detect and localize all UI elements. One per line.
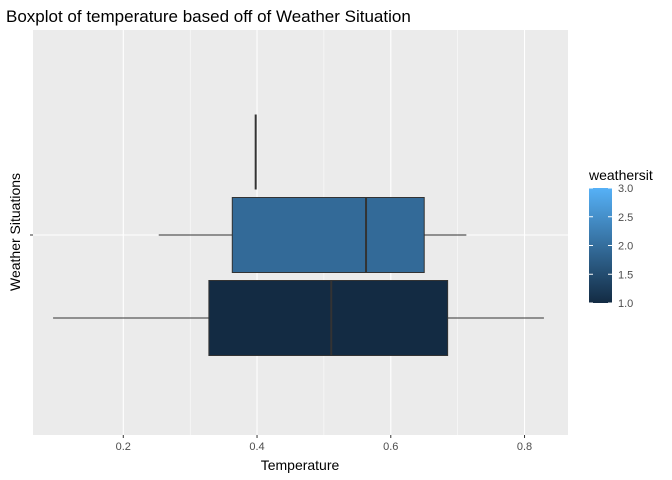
legend: weathersit 1.0 1.5 2.0 2.5 3.0: [588, 167, 653, 310]
legend-tick-label: 2.0: [618, 241, 633, 253]
y-axis-title: Weather Situations: [7, 173, 23, 291]
x-tick-label: 0.6: [383, 441, 398, 453]
x-tick-label: 0.2: [116, 441, 131, 453]
box-group-weathersit-2: [158, 197, 467, 273]
chart-title: Boxplot of temperature based off of Weat…: [6, 7, 411, 26]
boxes: [53, 114, 544, 356]
x-tick-label: 0.8: [517, 441, 532, 453]
x-tick-label: 0.4: [249, 441, 264, 453]
legend-title: weathersit: [588, 167, 653, 183]
box: [208, 280, 449, 356]
legend-tick-label: 1.0: [618, 298, 633, 310]
legend-colorbar: [589, 188, 612, 303]
legend-tick-label: 3.0: [618, 183, 633, 195]
x-axis-title: Temperature: [261, 457, 340, 473]
legend-tick-label: 2.5: [618, 212, 633, 224]
box-group-weathersit-1: [53, 280, 544, 356]
legend-tick-label: 1.5: [618, 269, 633, 281]
box: [231, 197, 425, 273]
x-axis: 0.2 0.4 0.6 0.8: [116, 435, 532, 453]
